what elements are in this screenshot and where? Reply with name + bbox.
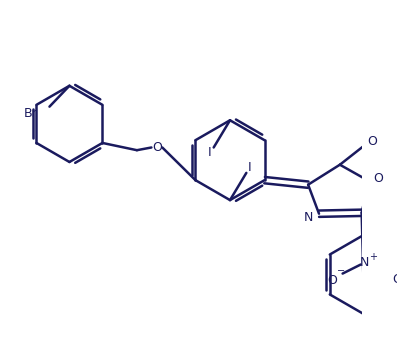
Text: O: O <box>373 172 383 185</box>
Text: N: N <box>303 211 313 224</box>
Text: Br: Br <box>24 107 38 121</box>
Text: I: I <box>208 146 212 159</box>
Text: N: N <box>360 256 369 269</box>
Text: O: O <box>392 273 397 286</box>
Text: O: O <box>327 274 337 287</box>
Text: O: O <box>152 141 162 154</box>
Text: +: + <box>368 252 376 262</box>
Text: O: O <box>368 135 378 148</box>
Text: I: I <box>248 161 252 174</box>
Text: −: − <box>337 266 345 276</box>
